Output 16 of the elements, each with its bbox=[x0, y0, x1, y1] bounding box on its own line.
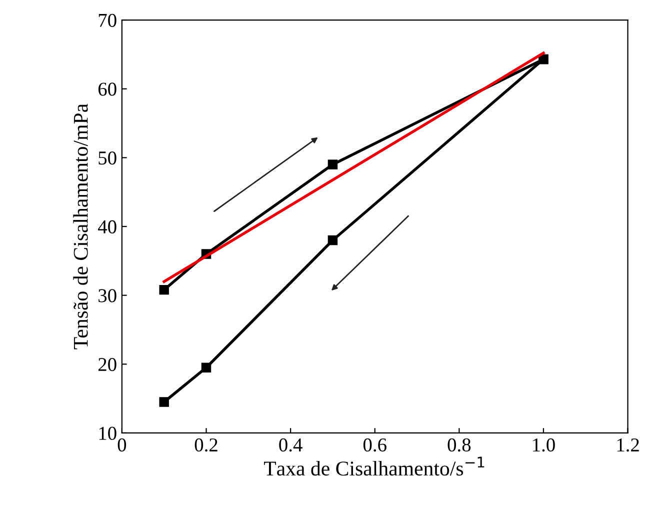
x-tick-label: 0.6 bbox=[363, 438, 386, 452]
x-tick-label: 0.2 bbox=[194, 438, 218, 452]
y-tick-label: 20 bbox=[98, 358, 116, 372]
y-tick-label: 40 bbox=[98, 220, 116, 234]
x-tick-label: 0 bbox=[118, 438, 126, 452]
y-tick-label: 30 bbox=[98, 289, 116, 302]
y-tick-label: 50 bbox=[98, 151, 116, 165]
x-tick-label: 0.4 bbox=[279, 438, 302, 452]
y-axis-title: Tensão de Cisalhamento/mPa bbox=[73, 104, 88, 350]
x-tick-label: 0.8 bbox=[448, 438, 471, 452]
x-axis-title: Taxa de Cisalhamento/s$^{−1}$ bbox=[264, 456, 484, 476]
y-tick-label: 70 bbox=[98, 14, 116, 27]
y-tick-label: 10 bbox=[99, 426, 116, 440]
x-tick-label: 1.0 bbox=[533, 438, 555, 452]
x-tick-label: 1.2 bbox=[617, 438, 639, 452]
y-tick-label: 60 bbox=[98, 82, 116, 96]
